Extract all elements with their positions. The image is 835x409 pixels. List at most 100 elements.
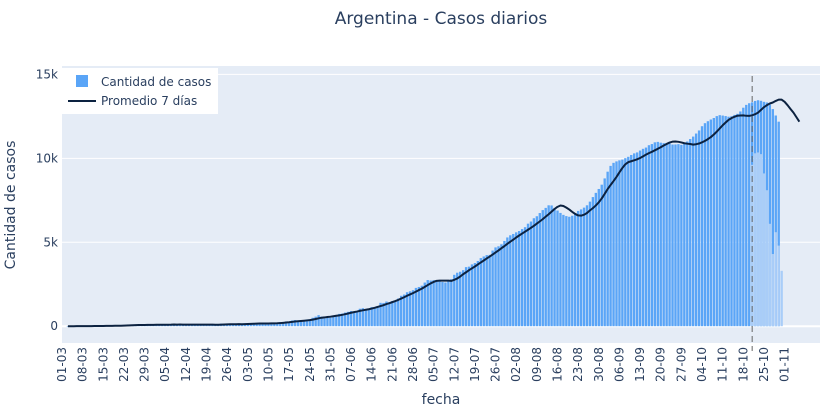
bar	[405, 292, 409, 327]
bar	[364, 310, 367, 327]
bar	[264, 323, 267, 327]
chart-title: Argentina - Casos diarios	[335, 9, 548, 29]
y-tick-label: 10k	[36, 151, 58, 165]
x-tick-label: 26-04	[220, 347, 234, 382]
bar	[420, 285, 424, 327]
bar	[335, 314, 338, 327]
bar	[544, 207, 547, 327]
x-tick-label: 16-08	[551, 347, 565, 382]
bar	[394, 300, 397, 327]
bar	[727, 116, 730, 327]
x-tick-label: 21-06	[385, 347, 399, 382]
bar	[777, 121, 780, 327]
bar	[320, 316, 323, 327]
bar	[624, 158, 627, 327]
bar	[385, 301, 388, 327]
x-tick-label: 19-04	[200, 347, 214, 382]
legend-label-bars: Cantidad de casos	[101, 75, 211, 89]
x-tick-label: 27-09	[674, 347, 688, 382]
bar	[750, 164, 754, 327]
bar	[296, 321, 300, 327]
bar	[742, 107, 745, 327]
bar	[674, 144, 677, 327]
bar	[476, 260, 480, 327]
bar	[691, 136, 695, 327]
bar	[612, 162, 615, 327]
x-tick-label: 22-03	[117, 347, 131, 382]
x-tick-label: 09-08	[530, 347, 544, 382]
bar	[255, 323, 258, 327]
bar	[509, 235, 512, 327]
bar	[311, 317, 314, 327]
bar	[756, 152, 760, 327]
bar	[709, 119, 713, 327]
bar	[338, 313, 341, 327]
bar	[520, 229, 524, 327]
bar	[680, 144, 683, 327]
bar	[591, 197, 595, 327]
bar	[700, 126, 704, 327]
bar	[630, 154, 633, 327]
legend-item-bars[interactable]: Cantidad de casos	[76, 75, 211, 89]
x-tick-label: 10-05	[261, 347, 275, 382]
bar	[535, 216, 539, 327]
legend-item-line[interactable]: Promedio 7 días	[68, 94, 197, 108]
bar	[585, 205, 589, 327]
legend-swatch-bars	[76, 75, 88, 87]
bar	[562, 214, 565, 327]
bar	[638, 150, 642, 327]
bar	[453, 274, 456, 327]
bar	[739, 111, 742, 327]
bar-series	[66, 100, 783, 327]
bar	[503, 240, 506, 327]
bar	[388, 302, 391, 327]
bar	[267, 323, 270, 327]
x-tick-label: 01-11	[778, 347, 792, 382]
bar	[571, 215, 574, 327]
bar	[765, 190, 769, 327]
bar	[308, 319, 311, 327]
x-tick-label: 17-05	[282, 347, 296, 382]
x-tick-label: 23-08	[571, 347, 585, 382]
x-tick-label: 14-06	[365, 347, 379, 382]
bar	[721, 115, 724, 327]
y-tick-label: 0	[50, 319, 58, 333]
bar	[329, 317, 332, 327]
bar	[538, 213, 541, 327]
bar	[332, 316, 335, 327]
legend[interactable]: Cantidad de casos Promedio 7 días	[62, 68, 218, 114]
bar	[299, 320, 303, 327]
bar	[373, 306, 376, 327]
bar	[615, 161, 618, 327]
bar	[671, 144, 674, 327]
bar	[568, 216, 571, 327]
bar	[341, 313, 344, 327]
bar	[450, 279, 453, 327]
bar	[402, 294, 406, 327]
bar	[618, 160, 621, 327]
bar	[759, 154, 763, 327]
x-tick-labels: 01-03 08-03 15-03 22-03 29-03 05-04 12-04 19-04…	[55, 347, 792, 382]
y-tick-label: 5k	[43, 235, 58, 249]
bar	[559, 212, 562, 327]
bar	[603, 178, 606, 327]
bar	[423, 282, 426, 327]
bar	[485, 255, 488, 327]
line-series	[67, 98, 801, 328]
bar	[730, 116, 733, 327]
bar	[653, 142, 657, 327]
x-tick-label: 05-07	[427, 347, 441, 382]
bar	[526, 223, 530, 327]
bar	[228, 324, 232, 327]
x-tick-label: 06-09	[612, 347, 626, 382]
bar	[305, 319, 308, 327]
bar	[361, 308, 365, 327]
bar	[529, 221, 533, 327]
bar	[488, 254, 491, 327]
bar	[780, 270, 783, 327]
bar	[647, 145, 651, 327]
x-tick-label: 13-09	[633, 347, 647, 382]
bar	[515, 232, 518, 327]
bar	[644, 147, 648, 327]
bar	[382, 302, 385, 327]
